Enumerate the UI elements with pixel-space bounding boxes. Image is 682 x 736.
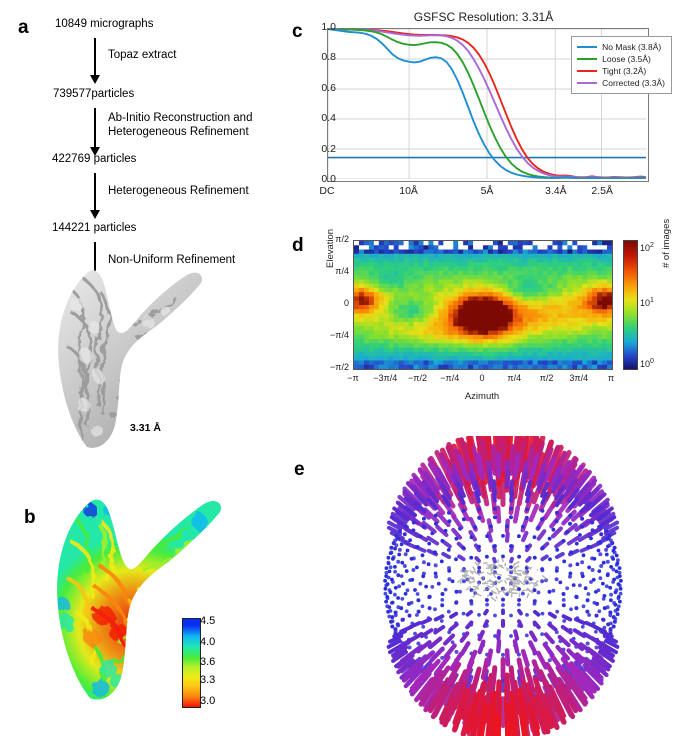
fsc-chart-title: GSFSC Resolution: 3.31Å (285, 10, 682, 24)
panel-b-colorbar (182, 618, 201, 708)
flow-node-particles-422769: 422769 particles (52, 153, 136, 165)
flow-node-particles-144221: 144221 particles (52, 222, 136, 234)
panel-b-colorbar-tick-3-6: 3.6 (200, 657, 215, 668)
orientation-heatmap (353, 240, 613, 370)
legend-swatch-tight (577, 70, 597, 72)
colorbar-tick-1: 100 (640, 358, 654, 369)
flow-node-particles-739577: 739577particles (53, 88, 134, 100)
legend-item-tight: Tight (3.2Å) (577, 65, 665, 77)
fsc-xtick-0: DC (305, 186, 349, 197)
flow-arrow-1 (94, 38, 96, 76)
colorbar-tick-100: 102 (640, 242, 654, 253)
heatmap-ytick-4: −π/2 (315, 363, 349, 372)
panel-b-colorbar-tick-3-3: 3.3 (200, 675, 215, 686)
viewing-direction-distribution-sphere (335, 436, 675, 736)
orientation-heatmap-cells (354, 241, 612, 369)
panel-e-letter: e (294, 460, 305, 479)
flow-arrow-2 (94, 108, 96, 148)
heatmap-xtick-8: π (591, 374, 631, 383)
colorbar-tick-10: 101 (640, 297, 654, 308)
panel-a-letter: a (18, 18, 29, 37)
heatmap-colorbar (623, 240, 638, 370)
fsc-ytick-1-0: 1.0 (296, 22, 336, 33)
flow-step-topaz: Topaz extract (108, 48, 176, 62)
heatmap-xlabel: Azimuth (353, 391, 611, 402)
legend-label-tight: Tight (3.2Å) (602, 67, 646, 76)
fsc-ytick-0-2: 0.2 (296, 144, 336, 155)
panel-a: a 10849 micrographs Topaz extract 739577… (0, 0, 290, 470)
legend-item-no-mask: No Mask (3.8Å) (577, 41, 665, 53)
flow-step-abinitio-line2: Heterogeneous Refinement (108, 125, 249, 139)
panel-b-colorbar-tick-3-0: 3.0 (200, 696, 215, 707)
legend-swatch-corrected (577, 82, 597, 84)
legend-label-loose: Loose (3.5Å) (602, 55, 651, 64)
fsc-xtick-2: 5Å (465, 186, 509, 197)
legend-swatch-no-mask (577, 46, 597, 48)
flow-arrow-3 (94, 173, 96, 211)
legend-item-loose: Loose (3.5Å) (577, 53, 665, 65)
panel-e: e (285, 428, 682, 734)
legend-swatch-loose (577, 58, 597, 60)
heatmap-ytick-3: −π/4 (315, 331, 349, 340)
heatmap-ytick-1: π/4 (315, 267, 349, 276)
fsc-ytick-0-0: 0.0 (296, 174, 336, 185)
legend-item-corrected: Corrected (3.3Å) (577, 77, 665, 89)
heatmap-ytick-2: 0 (315, 299, 349, 308)
fsc-ytick-0-8: 0.8 (296, 52, 336, 63)
panel-b-colorbar-tick-4-5: 4.5 (200, 616, 215, 627)
colorbar-title: # of images (661, 219, 672, 268)
panel-a-resolution-label: 3.31 Å (130, 422, 161, 434)
legend-label-corrected: Corrected (3.3Å) (602, 79, 665, 88)
fsc-xtick-1: 10Å (387, 186, 431, 197)
legend-label-no-mask: No Mask (3.8Å) (602, 43, 661, 52)
fsc-legend: No Mask (3.8Å) Loose (3.5Å) Tight (3.2Å)… (571, 36, 672, 94)
flow-step-abinitio-line1: Ab-Initio Reconstruction and (108, 111, 252, 125)
local-resolution-colored-map (30, 492, 250, 707)
panel-b-colorbar-tick-4-0: 4.0 (200, 637, 215, 648)
heatmap-ylabel: Elevation (325, 229, 336, 268)
fsc-xtick-3: 3.4Å (534, 186, 578, 197)
panel-d-letter: d (292, 236, 304, 255)
fsc-ytick-0-4: 0.4 (296, 113, 336, 124)
flow-node-micrographs: 10849 micrographs (55, 18, 153, 30)
flow-step-hetero: Heterogeneous Refinement (108, 184, 249, 198)
fsc-ytick-0-6: 0.6 (296, 83, 336, 94)
panel-b: b (0, 470, 290, 734)
fsc-xtick-4: 2.5Å (580, 186, 624, 197)
